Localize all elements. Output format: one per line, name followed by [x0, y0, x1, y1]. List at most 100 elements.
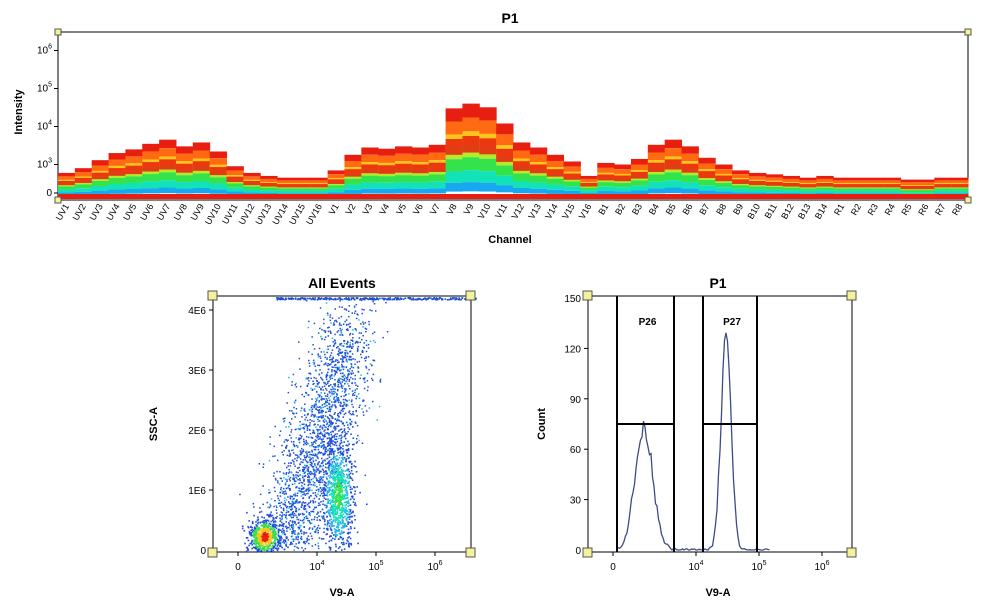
scatter-point: [361, 312, 363, 315]
scatter-point: [307, 376, 310, 379]
scatter-point: [326, 498, 328, 501]
scatter-point: [343, 428, 346, 430]
scatter-point: [294, 530, 296, 532]
resize-handle[interactable]: [582, 290, 593, 301]
scatter-point: [300, 536, 303, 538]
histogram-gates[interactable]: P26 P27: [616, 296, 758, 552]
scatter-point: [474, 298, 477, 301]
heatmap-cell: [445, 139, 463, 155]
scatter-point: [302, 497, 304, 500]
resize-handle[interactable]: [54, 196, 62, 204]
scatter-point: [336, 380, 339, 383]
scatter-point: [299, 434, 301, 436]
scatter-point: [270, 542, 273, 544]
heatmap-x-axis: UV1 UV2 UV3 UV4 UV5 UV6 UV7 UV8 UV9UV10UV11UV12U…: [54, 202, 965, 226]
scatter-point: [295, 444, 298, 447]
scatter-point: [349, 521, 351, 524]
scatter-point: [352, 413, 354, 415]
scatter-point: [306, 453, 308, 455]
scatter-point: [350, 492, 352, 494]
scatter-point: [251, 543, 253, 546]
scatter-point: [263, 526, 266, 528]
resize-handle[interactable]: [54, 28, 62, 36]
scatter-point: [317, 469, 319, 472]
scatter-point: [267, 530, 269, 533]
heatmap-cell: [293, 188, 312, 191]
scatter-point: [324, 426, 327, 428]
scatter-point: [331, 391, 333, 393]
scatter-point: [311, 518, 313, 521]
resize-handle[interactable]: [846, 290, 857, 301]
scatter-point: [313, 406, 316, 409]
heatmap-cell: [496, 148, 514, 162]
resize-handle[interactable]: [465, 290, 476, 301]
scatter-point: [352, 413, 355, 416]
scatter-point: [354, 342, 357, 344]
scatter-point: [355, 422, 357, 424]
scatter-point: [295, 538, 297, 541]
scatter-point: [336, 475, 338, 478]
scatter-point: [350, 365, 353, 367]
scatter-point: [331, 463, 334, 465]
scatter-point: [332, 534, 335, 536]
scatter-point: [338, 507, 341, 509]
resize-handle[interactable]: [207, 290, 218, 301]
heatmap-cell: [395, 153, 413, 162]
heatmap-cell: [866, 180, 885, 184]
scatter-point: [304, 542, 306, 545]
heatmap-x-tick-label: R8: [950, 202, 964, 217]
scatter-point: [253, 539, 255, 542]
scatter-point: [332, 471, 334, 473]
scatter-point: [300, 491, 303, 493]
resize-handle[interactable]: [465, 547, 476, 558]
scatter-point: [342, 497, 345, 499]
scatter-point: [254, 531, 257, 534]
scatter-point: [310, 458, 313, 460]
scatter-point: [256, 533, 258, 536]
scatter-point: [324, 523, 326, 526]
scatter-point: [320, 360, 323, 363]
scatter-point: [291, 532, 293, 535]
scatter-point: [306, 427, 309, 430]
scatter-point: [326, 374, 329, 377]
heatmap-cell: [664, 148, 683, 157]
heatmap-x-tick-label: B3: [630, 202, 644, 217]
scatter-point: [315, 529, 317, 531]
scatter-point: [349, 422, 351, 424]
scatter-point: [314, 298, 316, 301]
scatter-point: [353, 394, 356, 396]
scatter-point: [353, 312, 356, 314]
scatter-point: [291, 508, 293, 510]
scatter-point: [349, 412, 351, 415]
scatter-point: [323, 298, 326, 300]
scatter-point: [383, 298, 385, 301]
scatter-point: [335, 399, 337, 401]
scatter-point: [342, 525, 344, 527]
resize-handle[interactable]: [207, 547, 218, 558]
scatter-point: [250, 531, 253, 534]
scatter-point: [318, 461, 320, 463]
scatter-point: [273, 535, 276, 537]
scatter-point: [303, 502, 305, 504]
scatter-point: [327, 348, 330, 351]
scatter-point: [303, 472, 306, 474]
resize-handle[interactable]: [964, 28, 972, 36]
scatter-point: [354, 358, 356, 361]
scatter-point: [267, 533, 269, 535]
scatter-point: [299, 458, 302, 460]
scatter-point: [254, 543, 257, 545]
scatter-point: [333, 528, 336, 530]
resize-handle[interactable]: [582, 547, 593, 558]
resize-handle[interactable]: [964, 196, 972, 204]
scatter-point: [287, 475, 290, 478]
resize-handle[interactable]: [846, 547, 857, 558]
scatter-point: [329, 408, 332, 411]
scatter-point: [341, 460, 343, 462]
scatter-point: [338, 352, 341, 354]
heatmap-cell: [310, 194, 329, 199]
scatter-point: [322, 416, 324, 418]
scatter-point: [266, 513, 268, 516]
scatter-point: [319, 464, 321, 467]
scatter-point: [349, 516, 352, 518]
heatmap-x-tick-label: UV1: [54, 202, 71, 222]
